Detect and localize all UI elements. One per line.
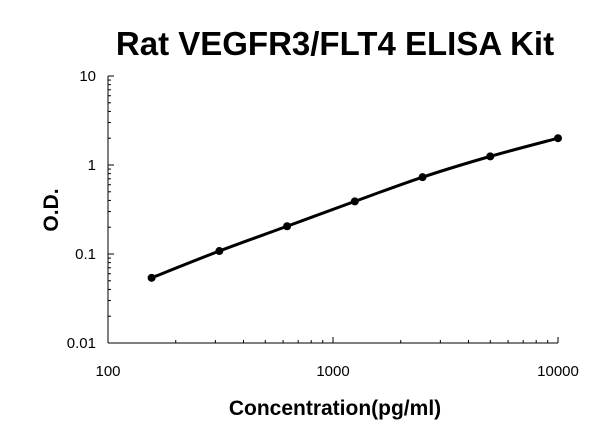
data-point <box>350 197 359 206</box>
data-point <box>418 173 427 182</box>
y-tick-label: 10 <box>79 68 96 85</box>
x-tick-label: 1000 <box>316 363 349 380</box>
series-line <box>151 136 559 280</box>
chart-title: Rat VEGFR3/FLT4 ELISA Kit <box>116 25 554 62</box>
data-point <box>147 273 156 282</box>
tick-labels: 0.01 0.1 1 10 100 1000 10000 <box>67 68 579 380</box>
data-point <box>215 247 224 256</box>
data-point <box>486 152 495 161</box>
x-tick-label: 10000 <box>537 363 579 380</box>
axes <box>107 75 559 344</box>
y-tick-label: 0.01 <box>67 335 96 352</box>
y-tick-label: 1 <box>88 157 96 174</box>
data-point <box>283 222 292 231</box>
y-tick-label: 0.1 <box>75 246 96 263</box>
y-axis-title: O.D. <box>40 188 63 231</box>
data-point <box>554 134 562 143</box>
x-tick-label: 100 <box>95 363 120 380</box>
x-axis-title: Concentration(pg/ml) <box>229 397 441 420</box>
data-series <box>147 134 562 282</box>
